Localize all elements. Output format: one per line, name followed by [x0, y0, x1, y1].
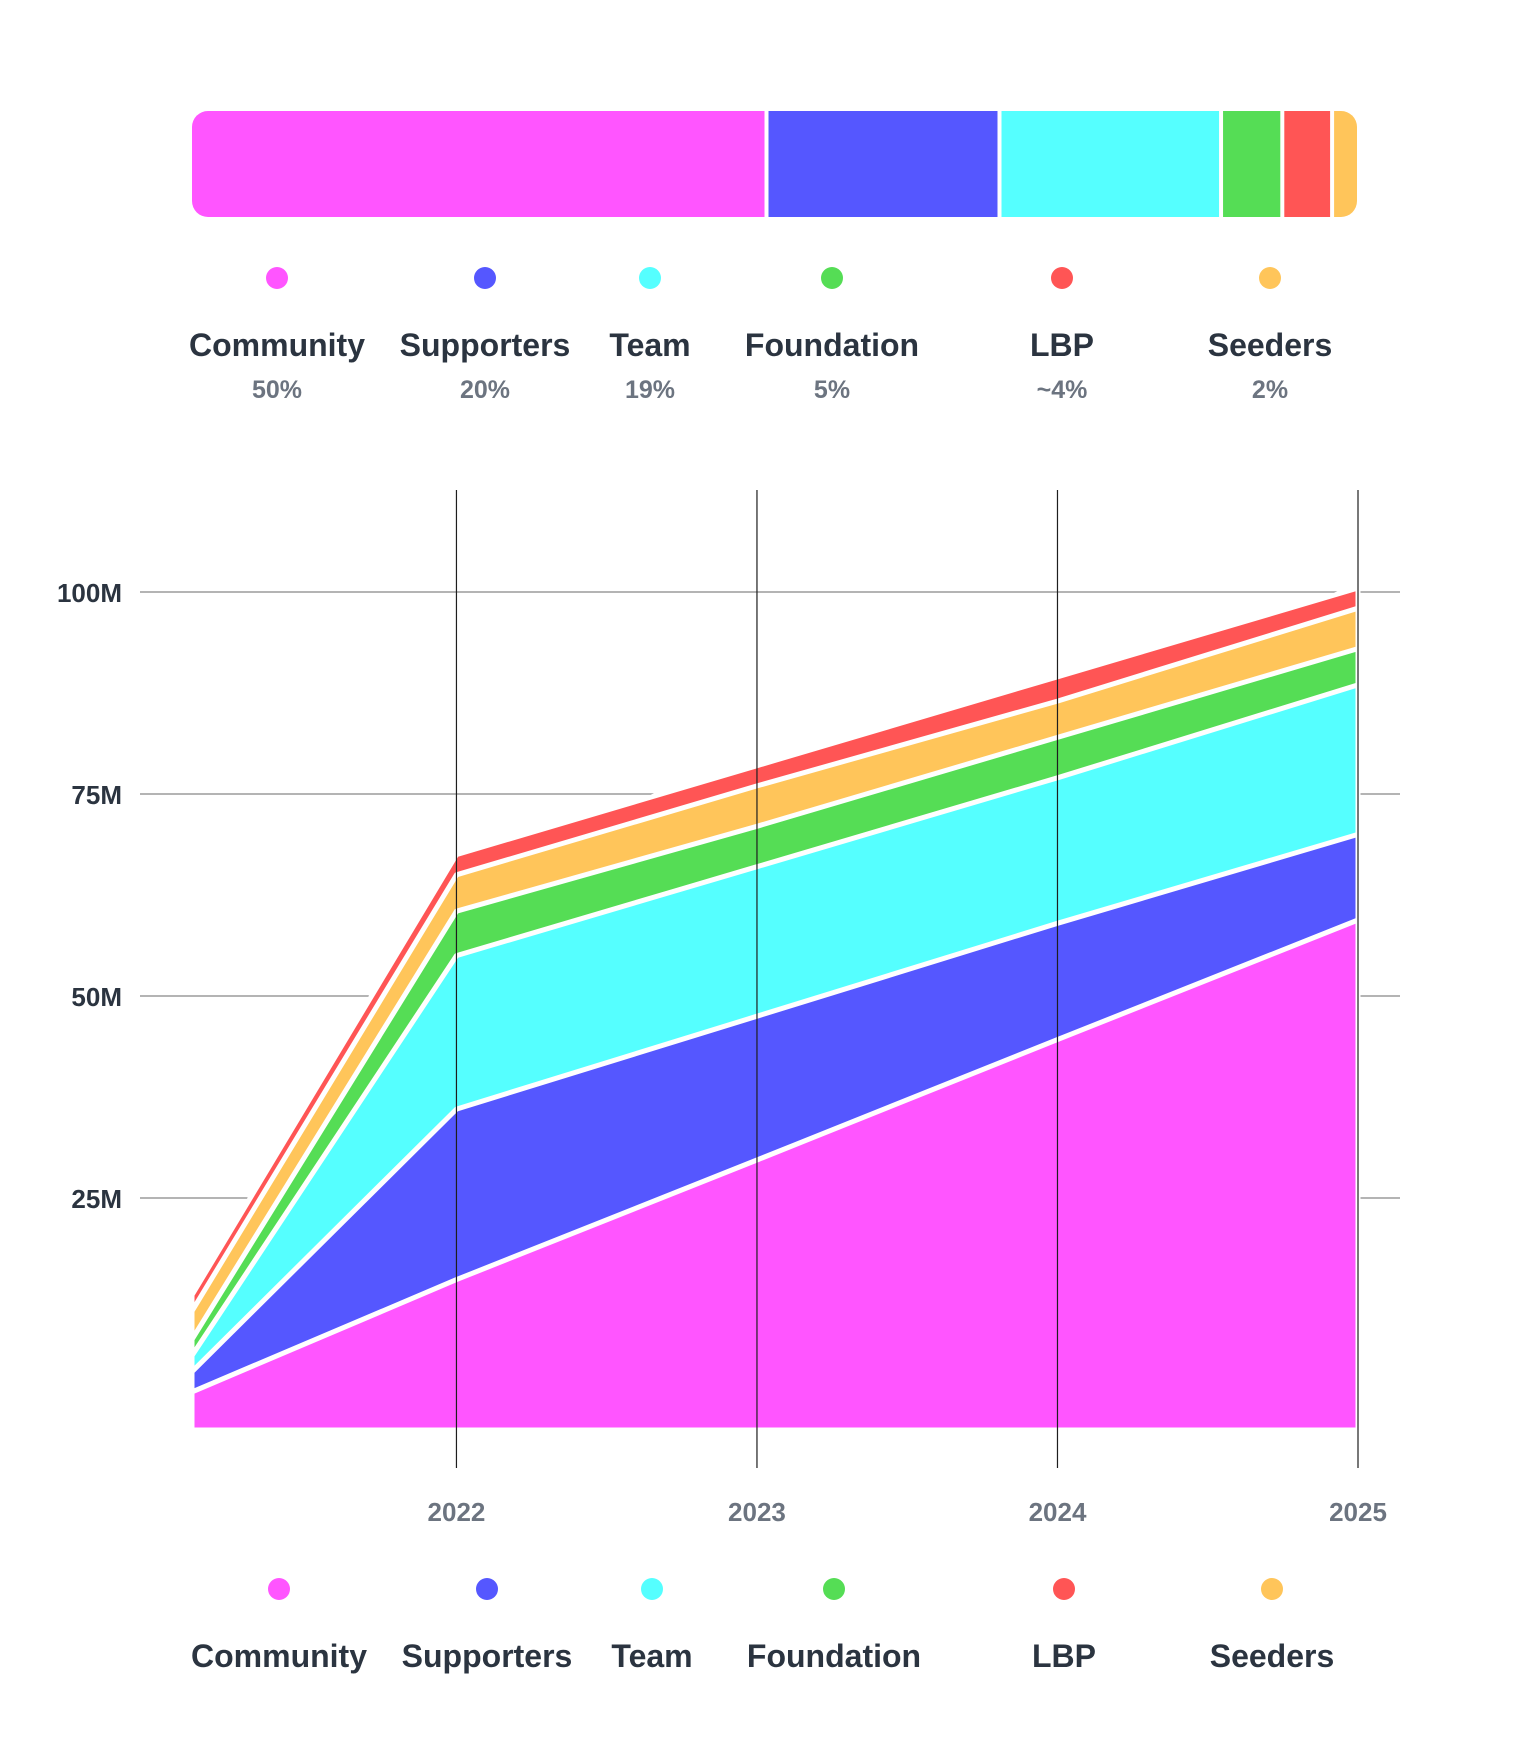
legend-percent-community: 50% — [251, 376, 303, 404]
bottom-legend-name-supporters: Supporters — [401, 1638, 573, 1674]
bottom-legend-item-foundation: Foundation — [739, 1578, 929, 1675]
legend-item-seeders: Seeders 2% — [1175, 267, 1365, 405]
bottom-legend-name-community: Community — [191, 1638, 367, 1674]
legend-dot-seeders — [1259, 267, 1281, 289]
legend-percent-team: 19% — [624, 376, 676, 404]
y-tick-label-100m: 100M — [57, 578, 122, 608]
bottom-legend-name-seeders: Seeders — [1209, 1638, 1335, 1674]
legend-name-supporters: Supporters — [399, 327, 571, 363]
bottom-legend-item-seeders: Seeders — [1177, 1578, 1367, 1675]
legend-dot-supporters — [474, 267, 496, 289]
legend-name-lbp: LBP — [1030, 327, 1094, 363]
bottom-legend-item-community: Community — [184, 1578, 374, 1675]
legend-dot-foundation — [821, 267, 843, 289]
bottom-legend-dot-community — [268, 1578, 290, 1600]
legend-item-community: Community 50% — [182, 267, 372, 405]
bottom-legend-dot-team — [641, 1578, 663, 1600]
legend-dot-lbp — [1051, 267, 1073, 289]
distribution-bar-segment-foundation — [1223, 111, 1281, 217]
x-tick-label-2022: 2022 — [428, 1497, 486, 1527]
y-tick-label-25m: 25M — [71, 1184, 122, 1214]
bottom-legend-item-supporters: Supporters — [392, 1578, 582, 1675]
bottom-legend-dot-seeders — [1261, 1578, 1283, 1600]
legend-dot-community — [266, 267, 288, 289]
legend-dot-team — [639, 267, 661, 289]
bottom-legend-dot-supporters — [476, 1578, 498, 1600]
bottom-legend-name-lbp: LBP — [1032, 1638, 1096, 1674]
legend-item-lbp: LBP ~4% — [967, 267, 1157, 405]
bottom-legend-item-lbp: LBP — [969, 1578, 1159, 1675]
legend-item-team: Team 19% — [555, 267, 745, 405]
top-legend: Community 50% Supporters 20% Team 19% Fo… — [0, 267, 1532, 447]
legend-percent-seeders: 2% — [1251, 376, 1289, 404]
x-tick-label-2025: 2025 — [1329, 1497, 1387, 1527]
bottom-legend-item-team: Team — [557, 1578, 747, 1675]
legend-name-foundation: Foundation — [744, 327, 920, 363]
bottom-legend: Community Supporters Team Foundation LBP… — [0, 1578, 1532, 1758]
y-tick-label-75m: 75M — [71, 780, 122, 810]
legend-percent-lbp: ~4% — [1036, 376, 1088, 404]
x-tick-label-2024: 2024 — [1029, 1497, 1087, 1527]
y-tick-label-50m: 50M — [71, 982, 122, 1012]
legend-percent-foundation: 5% — [813, 376, 851, 404]
area-series-community — [189, 917, 1361, 1433]
bottom-legend-name-foundation: Foundation — [746, 1638, 922, 1674]
legend-percent-supporters: 20% — [459, 376, 511, 404]
distribution-bar-segment-community — [192, 111, 765, 217]
x-tick-label-2023: 2023 — [728, 1497, 786, 1527]
distribution-bar-segment-lbp — [1284, 111, 1331, 217]
legend-name-team: Team — [609, 327, 691, 363]
legend-name-seeders: Seeders — [1207, 327, 1333, 363]
distribution-bar-segment-supporters — [768, 111, 998, 217]
distribution-bar-segment-team — [1001, 111, 1220, 217]
bottom-legend-dot-lbp — [1053, 1578, 1075, 1600]
legend-item-supporters: Supporters 20% — [390, 267, 580, 405]
legend-item-foundation: Foundation 5% — [737, 267, 927, 405]
legend-name-community: Community — [189, 327, 365, 363]
bottom-legend-dot-foundation — [823, 1578, 845, 1600]
bottom-legend-name-team: Team — [611, 1638, 693, 1674]
distribution-bar-segment-seeders — [1334, 111, 1357, 217]
